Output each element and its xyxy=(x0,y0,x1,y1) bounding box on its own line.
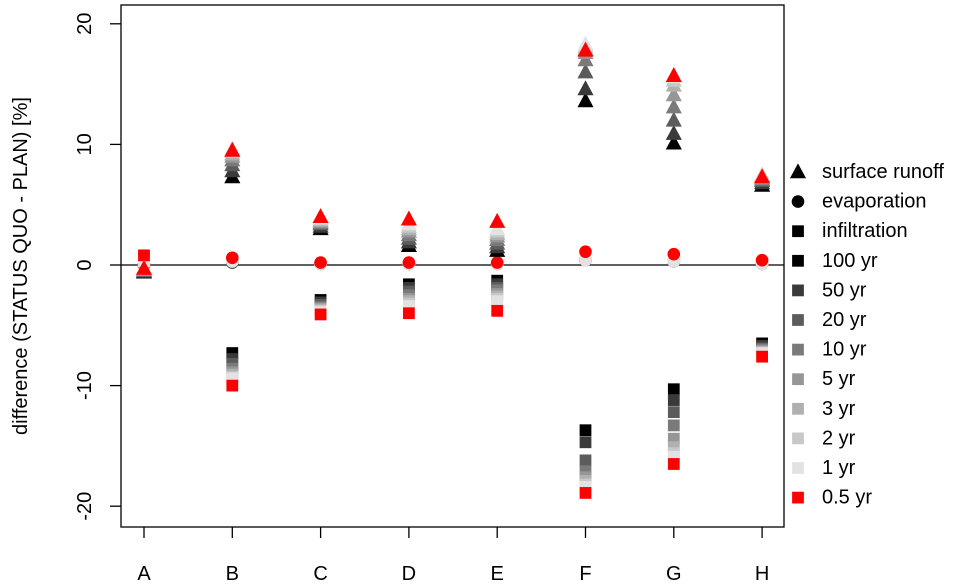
triangle-point xyxy=(312,208,329,224)
triangle-point xyxy=(665,98,682,114)
circle-point xyxy=(579,245,592,259)
legend-label: 1 yr xyxy=(822,457,856,479)
square-point xyxy=(579,487,592,499)
circle-point xyxy=(755,253,769,267)
square-point xyxy=(579,436,592,449)
square-point xyxy=(667,383,680,396)
square-point xyxy=(491,304,504,317)
square-point xyxy=(314,308,327,321)
legend-label: evaporation xyxy=(822,191,927,213)
square-point xyxy=(491,295,504,308)
square-point xyxy=(226,347,239,359)
legend-square-icon xyxy=(792,402,804,415)
square-point xyxy=(226,379,239,392)
x-tick-label: B xyxy=(226,563,239,584)
x-tick-label: A xyxy=(137,563,151,584)
plot-frame xyxy=(120,4,785,528)
triangle-point xyxy=(577,63,594,79)
square-point xyxy=(138,249,150,262)
legend-label: 10 yr xyxy=(822,339,867,361)
square-point xyxy=(667,406,680,419)
square-point xyxy=(226,372,239,385)
x-tick-label: F xyxy=(579,563,591,584)
triangle-point xyxy=(489,212,506,228)
legend-square-icon xyxy=(792,254,804,267)
square-point xyxy=(579,424,592,437)
circle-point xyxy=(490,256,504,269)
legend-circle-icon xyxy=(791,195,805,208)
legend-label: 0.5 yr xyxy=(822,487,872,509)
legend-square-icon xyxy=(792,225,804,238)
square-point xyxy=(667,458,680,470)
square-point xyxy=(667,441,680,453)
x-axis: A B C D E F G H xyxy=(137,527,769,584)
circle-point xyxy=(314,256,327,269)
triangle-point xyxy=(577,92,594,108)
triangle-point xyxy=(665,111,682,127)
circle-point xyxy=(667,247,681,261)
legend-label: 5 yr xyxy=(822,368,856,390)
circle-point xyxy=(402,256,416,269)
x-tick-label: D xyxy=(402,563,416,584)
legend-square-icon xyxy=(792,491,804,504)
legend-label: 20 yr xyxy=(822,309,867,331)
triangle-point xyxy=(665,124,682,140)
legend-label: infiltration xyxy=(822,220,908,242)
square-point xyxy=(579,481,592,493)
legend-label: 50 yr xyxy=(822,279,867,301)
legend-square-icon xyxy=(792,284,804,297)
square-point xyxy=(579,454,592,467)
legend-square-icon xyxy=(792,343,804,356)
x-tick-label: E xyxy=(491,563,504,584)
legend-square-icon xyxy=(792,373,804,386)
triangle-point xyxy=(665,134,682,150)
square-point xyxy=(667,394,680,406)
y-axis-title: difference (STATUS QUO - PLAN) [%] xyxy=(10,97,32,435)
square-point xyxy=(403,307,415,320)
triangle-point xyxy=(400,210,417,226)
x-tick-label: C xyxy=(313,563,327,584)
x-tick-label: H xyxy=(755,563,769,584)
legend-label: 2 yr xyxy=(822,427,856,449)
square-point xyxy=(756,350,768,363)
triangle-point xyxy=(665,66,682,82)
square-point xyxy=(579,465,592,478)
triangle-point xyxy=(577,41,594,57)
square-point xyxy=(667,450,680,463)
legend-square-icon xyxy=(792,432,804,445)
legend-label: 100 yr xyxy=(822,250,878,272)
legend-triangle-icon xyxy=(789,163,807,179)
triangle-point xyxy=(135,259,153,275)
square-point xyxy=(667,432,680,445)
y-tick-label: -10 xyxy=(74,371,96,400)
y-axis: -20 -10 0 10 20 xyxy=(74,13,121,521)
y-tick-label: 20 xyxy=(74,13,96,35)
legend: surface runoff evaporation infiltration 100… xyxy=(789,161,944,509)
data-points xyxy=(135,35,771,499)
legend-label: surface runoff xyxy=(822,161,944,183)
y-tick-label: 0 xyxy=(74,259,96,270)
triangle-point xyxy=(577,80,594,96)
legend-square-icon xyxy=(792,314,804,326)
y-tick-label: 10 xyxy=(74,133,96,155)
y-tick-label: -20 xyxy=(74,492,96,521)
legend-square-icon xyxy=(792,462,804,474)
circle-point xyxy=(226,251,239,265)
triangle-point xyxy=(754,168,771,184)
square-point xyxy=(403,300,415,312)
square-point xyxy=(667,419,680,432)
x-tick-label: G xyxy=(666,563,682,584)
triangle-point xyxy=(224,141,241,157)
legend-label: 3 yr xyxy=(822,398,856,420)
triangle-point xyxy=(665,86,682,102)
